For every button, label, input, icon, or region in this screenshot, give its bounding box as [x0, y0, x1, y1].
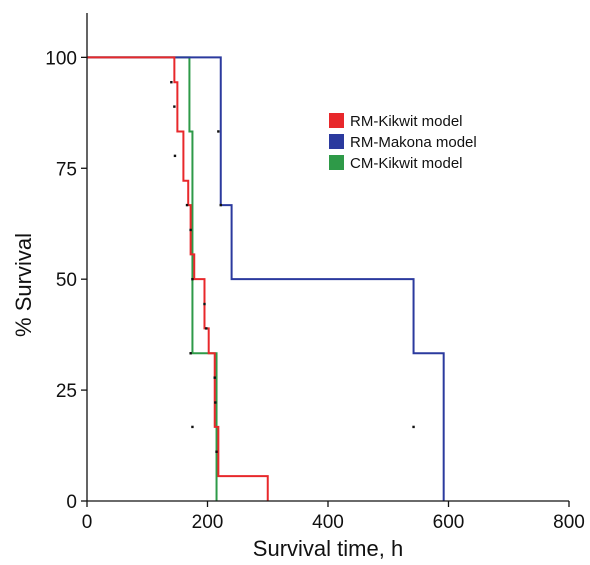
censor-mark [215, 450, 218, 453]
legend-label: RM-Makona model [350, 134, 477, 151]
censor-mark [213, 376, 216, 379]
censor-mark [191, 277, 194, 281]
censor-mark [173, 154, 177, 158]
legend-swatch [329, 134, 344, 149]
censor-mark [205, 327, 208, 330]
legend-label: CM-Kikwit model [350, 155, 463, 172]
y-ticks: 0 25 50 75 100 [45, 48, 87, 513]
x-ticks: 0 200 400 600 800 [82, 501, 585, 533]
censor-mark [214, 401, 217, 404]
y-tick-label: 75 [56, 159, 77, 180]
x-axis-title: Survival time, h [253, 536, 403, 561]
y-axis-title: % Survival [11, 233, 36, 337]
censor-mark [189, 352, 192, 355]
y-tick-label: 100 [45, 48, 77, 69]
legend-swatch [329, 113, 344, 128]
x-tick-label: 200 [192, 512, 224, 533]
y-tick-label: 50 [56, 270, 77, 291]
x-tick-label: 0 [82, 512, 93, 533]
y-tick-label: 25 [56, 381, 77, 402]
censor-mark [219, 203, 222, 207]
censor-mark [191, 425, 194, 429]
censor-mark [173, 105, 176, 108]
legend-label: RM-Kikwit model [350, 113, 463, 130]
censor-mark [203, 302, 206, 306]
censor-mark [412, 425, 415, 429]
legend-swatch [329, 155, 344, 170]
y-tick-label: 0 [66, 492, 77, 513]
axes [86, 13, 569, 502]
survival-line [87, 56, 445, 501]
censor-mark [185, 203, 189, 207]
censor-mark [170, 81, 173, 84]
x-tick-label: 800 [553, 512, 585, 533]
censor-mark [189, 228, 192, 232]
x-tick-label: 600 [433, 512, 465, 533]
censor-mark [217, 130, 220, 133]
legend: RM-Kikwit model RM-Makona model CM-Kikwit … [329, 113, 477, 172]
x-tick-label: 400 [312, 512, 344, 533]
series-layer [87, 56, 445, 501]
survival-line [87, 56, 269, 501]
